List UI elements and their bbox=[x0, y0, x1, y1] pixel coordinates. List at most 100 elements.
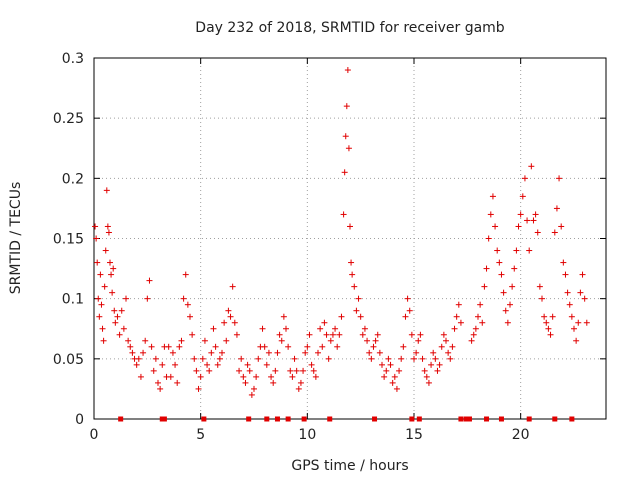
y-tick-label: 0 bbox=[75, 412, 84, 428]
data-point bbox=[347, 223, 353, 230]
data-point bbox=[315, 349, 321, 356]
data-point bbox=[125, 337, 132, 344]
data-point bbox=[111, 307, 118, 314]
data-gap-marker bbox=[466, 416, 472, 422]
data-point bbox=[530, 217, 537, 224]
data-point bbox=[340, 211, 347, 218]
data-point bbox=[238, 355, 245, 362]
data-gap-marker bbox=[285, 416, 291, 422]
data-point bbox=[251, 385, 257, 392]
data-point bbox=[553, 205, 560, 212]
data-point bbox=[312, 373, 319, 380]
data-point bbox=[494, 247, 501, 254]
data-point bbox=[581, 295, 588, 302]
data-point bbox=[511, 265, 518, 272]
data-point bbox=[317, 325, 324, 332]
data-point bbox=[259, 325, 266, 332]
data-point bbox=[541, 313, 548, 320]
data-point bbox=[359, 331, 366, 338]
data-gap-marker bbox=[201, 416, 207, 422]
data-gap-marker bbox=[498, 416, 504, 422]
data-point bbox=[406, 307, 413, 314]
data-point bbox=[438, 343, 445, 350]
data-point bbox=[417, 331, 424, 338]
data-point bbox=[102, 247, 109, 254]
data-point bbox=[293, 367, 300, 374]
data-point bbox=[509, 283, 516, 290]
data-point bbox=[528, 163, 535, 170]
data-point bbox=[114, 313, 121, 320]
data-point bbox=[451, 325, 458, 332]
axis-ticks: 0 0.05 0.1 0.15 0.2 0.25 0.3 0 5 10 15 20 bbox=[53, 51, 606, 443]
data-point bbox=[547, 331, 554, 338]
data-point bbox=[96, 313, 103, 320]
data-point bbox=[517, 211, 524, 218]
data-point bbox=[487, 211, 494, 218]
data-point bbox=[393, 385, 400, 392]
x-tick-label: 5 bbox=[196, 427, 205, 443]
data-point bbox=[385, 355, 392, 362]
data-point bbox=[457, 319, 464, 326]
chart-title: Day 232 of 2018, SRMTID for receiver gam… bbox=[195, 20, 505, 36]
data-point bbox=[481, 283, 488, 290]
data-point bbox=[199, 355, 206, 362]
data-point bbox=[140, 349, 147, 356]
data-point bbox=[291, 355, 298, 362]
data-point bbox=[302, 349, 309, 356]
data-point bbox=[492, 223, 499, 230]
data-point bbox=[396, 367, 403, 374]
data-point bbox=[295, 385, 302, 392]
data-point bbox=[221, 319, 228, 326]
data-point bbox=[524, 217, 531, 224]
data-point bbox=[253, 373, 260, 380]
data-point bbox=[366, 349, 373, 356]
data-gap-marker bbox=[484, 416, 490, 422]
data-point bbox=[353, 307, 360, 314]
data-point bbox=[167, 373, 174, 380]
data-point bbox=[539, 295, 545, 302]
data-point bbox=[338, 313, 345, 320]
data-point bbox=[123, 295, 129, 302]
data-point bbox=[532, 211, 539, 218]
data-point bbox=[93, 235, 100, 242]
data-point bbox=[351, 283, 358, 290]
data-point bbox=[189, 331, 196, 338]
y-tick-label: 0.2 bbox=[62, 171, 84, 187]
data-gap-markers bbox=[118, 416, 575, 422]
data-point bbox=[545, 325, 552, 332]
data-point bbox=[443, 337, 449, 344]
data-point bbox=[274, 349, 281, 356]
data-point bbox=[428, 361, 435, 368]
data-point bbox=[453, 313, 460, 320]
data-point bbox=[449, 343, 456, 350]
data-point bbox=[108, 271, 115, 278]
data-point bbox=[343, 103, 350, 110]
data-point bbox=[415, 337, 422, 344]
data-point bbox=[208, 349, 215, 356]
data-point bbox=[515, 223, 522, 230]
data-point bbox=[321, 319, 328, 326]
data-point bbox=[327, 337, 334, 344]
data-point bbox=[195, 385, 202, 392]
data-point bbox=[560, 259, 567, 266]
data-point bbox=[500, 289, 507, 296]
data-point bbox=[389, 379, 396, 386]
data-point bbox=[120, 325, 127, 332]
data-point bbox=[440, 331, 447, 338]
data-gap-marker bbox=[161, 416, 167, 422]
data-point bbox=[101, 283, 108, 290]
data-point bbox=[573, 337, 580, 344]
data-gap-marker bbox=[264, 416, 270, 422]
data-point bbox=[157, 385, 164, 392]
data-point bbox=[180, 295, 187, 302]
data-point bbox=[534, 229, 541, 236]
data-gap-marker bbox=[246, 416, 252, 422]
data-point bbox=[142, 337, 149, 344]
data-point bbox=[244, 361, 251, 368]
data-point bbox=[402, 313, 409, 320]
data-point bbox=[344, 67, 351, 74]
data-gap-marker bbox=[327, 416, 333, 422]
data-point bbox=[306, 331, 313, 338]
data-point bbox=[485, 235, 492, 242]
